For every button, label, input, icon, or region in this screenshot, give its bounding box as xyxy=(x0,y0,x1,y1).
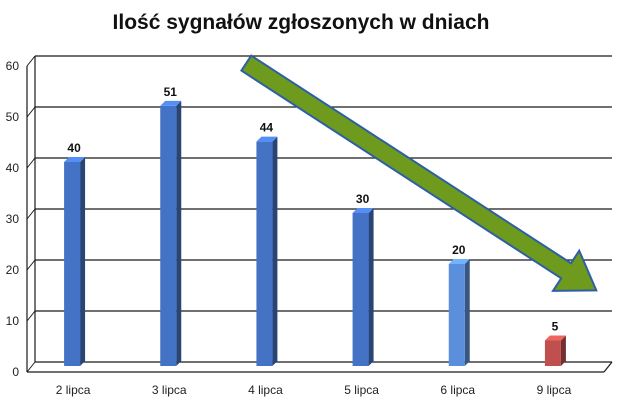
bar-front xyxy=(160,105,177,367)
grid-connector xyxy=(26,361,36,373)
floor-edge xyxy=(603,361,613,373)
axes xyxy=(26,56,613,373)
x-category-label: 5 lipca xyxy=(344,383,379,397)
bar-top xyxy=(64,157,86,162)
y-tick-label: 40 xyxy=(6,161,20,175)
x-category-label: 2 lipca xyxy=(56,383,91,397)
grid-connector xyxy=(26,55,36,67)
data-label: 51 xyxy=(164,85,178,99)
grid-connector xyxy=(26,106,36,118)
bar-front xyxy=(64,162,81,366)
data-label: 40 xyxy=(67,141,81,155)
data-labels: 40 51 44 30 20 5 xyxy=(67,85,558,334)
y-axis-ticks: 0 10 20 30 40 50 60 xyxy=(6,59,20,379)
chart-title: Ilość sygnałów zgłoszonych w dniach xyxy=(113,11,490,34)
bar xyxy=(352,208,374,366)
bar xyxy=(256,136,278,366)
x-category-label: 4 lipca xyxy=(248,383,283,397)
trend-arrow-shape xyxy=(240,54,598,292)
bar-top xyxy=(160,100,182,106)
bar-top xyxy=(544,335,566,341)
grid-connector xyxy=(26,208,36,220)
bar-side xyxy=(176,100,182,367)
bar xyxy=(448,259,470,366)
bar-side xyxy=(368,208,374,366)
grid-connector xyxy=(26,259,36,271)
bar-front xyxy=(544,340,561,366)
grid-connector xyxy=(26,157,36,169)
x-category-label: 3 lipca xyxy=(152,383,187,397)
y-tick-label: 20 xyxy=(6,263,20,277)
bar xyxy=(160,100,182,367)
bar-top xyxy=(256,136,278,142)
bar xyxy=(64,157,86,366)
bar-front xyxy=(256,141,273,366)
bar-side xyxy=(560,335,566,366)
bars xyxy=(64,100,566,367)
bar-side xyxy=(464,259,470,366)
y-tick-label: 0 xyxy=(12,365,19,379)
bar-front xyxy=(448,264,465,366)
data-label: 30 xyxy=(356,192,370,206)
y-tick-label: 50 xyxy=(6,110,20,124)
data-label: 5 xyxy=(552,320,559,334)
bar-side xyxy=(80,157,86,366)
data-label: 20 xyxy=(452,243,466,257)
data-label: 44 xyxy=(260,121,274,135)
x-category-label: 6 lipca xyxy=(440,383,475,397)
gridlines xyxy=(26,55,612,373)
x-category-label: 9 lipca xyxy=(537,383,572,397)
bar-top xyxy=(352,208,374,213)
y-tick-label: 10 xyxy=(6,314,20,328)
bar-side xyxy=(272,136,278,366)
x-axis-categories: 2 lipca 3 lipca 4 lipca 5 lipca 6 lipca 9 lip… xyxy=(56,383,572,397)
y-tick-label: 60 xyxy=(6,59,20,73)
grid-connector xyxy=(26,310,36,322)
bar-top xyxy=(448,259,470,264)
bar xyxy=(544,335,566,366)
bar-front xyxy=(352,213,369,366)
y-tick-label: 30 xyxy=(6,212,20,226)
trend-arrow xyxy=(240,54,598,292)
